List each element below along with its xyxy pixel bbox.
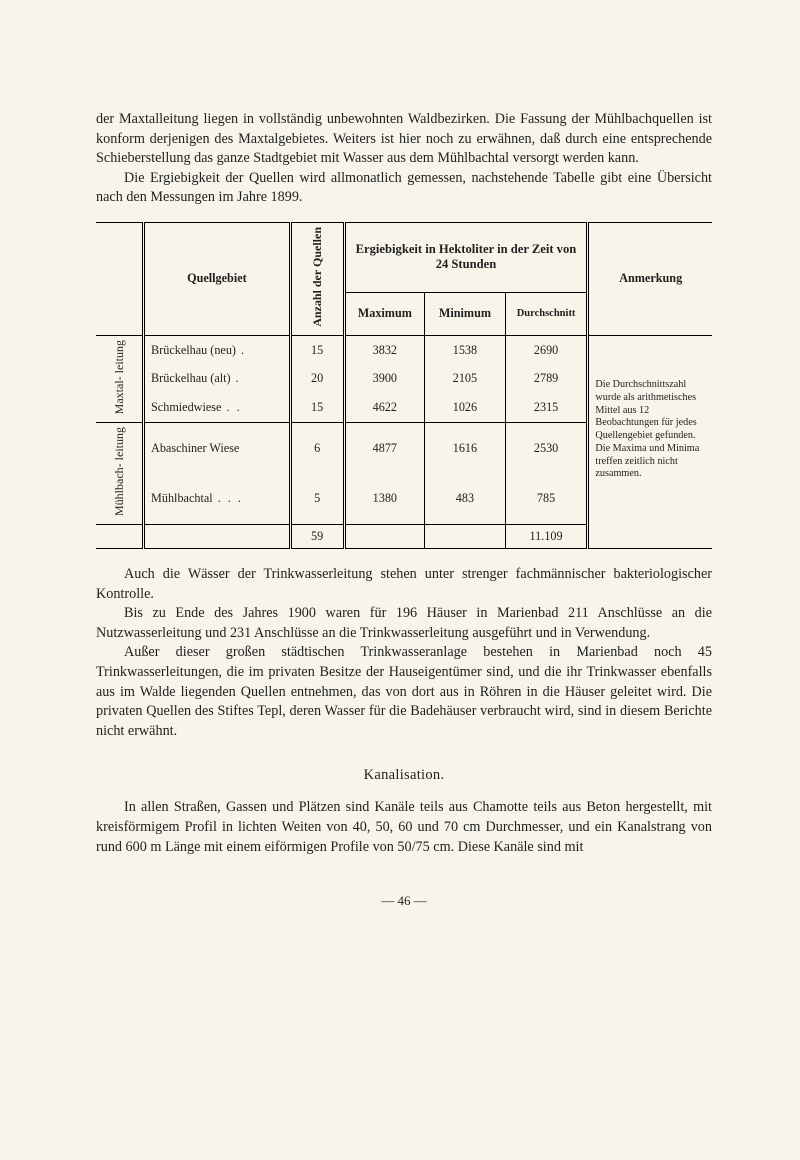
cell-text: Abaschiner Wiese [151,441,239,455]
cell-min: 1538 [425,335,506,364]
cell-n: 5 [290,474,344,525]
quellen-table: Quellgebiet Anzahl der Quellen Ergiebigk… [96,222,712,549]
paragraph: der Maxtalleitung liegen in vollständig … [96,110,712,169]
total-n: 59 [290,525,344,549]
cell-min: 2105 [425,365,506,394]
row-name: Abaschiner Wiese [144,423,291,474]
cell-min: 483 [425,474,506,525]
group-maxtal-label: Maxtal- leitung [112,340,127,414]
cell-n: 6 [290,423,344,474]
th-min: Minimum [425,292,506,335]
cell-max: 1380 [344,474,425,525]
th-anzahl: Anzahl der Quellen [290,222,344,335]
th-max: Maximum [344,292,425,335]
page: der Maxtalleitung liegen in vollständig … [0,0,800,1160]
paragraph: Auch die Wässer der Trinkwasserleitung s… [96,565,712,604]
bottom-block: In allen Straßen, Gassen und Plätzen sin… [96,798,712,857]
cell-text: Mühlbachtal [151,491,213,505]
cell-max: 4877 [344,423,425,474]
cell-n: 15 [290,335,344,364]
row-name: Schmiedwiese [144,393,291,422]
th-anmerkung: Anmerkung [588,222,712,335]
cell-max: 4622 [344,393,425,422]
section-heading: Kanalisation. [96,767,712,784]
group-muehl-label: Mühlbach- leitung [112,427,127,516]
cell-durch: 2690 [505,335,588,364]
th-anzahl-label: Anzahl der Quellen [310,227,325,327]
th-erg-title: Ergiebigkeit in Hektoliter in der Zeit v… [344,222,588,292]
cell-min: 1616 [425,423,506,474]
intro-block: der Maxtalleitung liegen in vollständig … [96,110,712,208]
cell-text: Brückelhau (alt) [151,371,231,385]
cell-max: 3900 [344,365,425,394]
cell-durch: 2530 [505,423,588,474]
paragraph: Bis zu Ende des Jahres 1900 waren für 19… [96,604,712,643]
group-maxtal: Maxtal- leitung [96,335,144,422]
total-durch: 11.109 [505,525,588,549]
cell-text: Schmiedwiese [151,400,221,414]
paragraph: In allen Straßen, Gassen und Plätzen sin… [96,798,712,857]
cell-n: 15 [290,393,344,422]
cell-anmerkung: Die Durchschnitts­zahl wurde als arith­m… [588,335,712,524]
paragraph: Außer dieser großen städtischen Trinkwas… [96,643,712,741]
cell-durch: 2315 [505,393,588,422]
paragraph: Die Ergiebigkeit der Quellen wird allmon… [96,169,712,208]
cell-text: Brückelhau (neu) [151,343,236,357]
cell-durch: 785 [505,474,588,525]
cell-n: 20 [290,365,344,394]
page-number: — 46 — [96,893,712,909]
cell-durch: 2789 [505,365,588,394]
row-name: Brückelhau (neu) [144,335,291,364]
th-quellgebiet: Quellgebiet [144,222,291,335]
group-muehl: Mühlbach- leitung [96,423,144,525]
th-durch: Durchschnitt [505,292,588,335]
row-name: Brückelhau (alt) [144,365,291,394]
mid-block: Auch die Wässer der Trinkwasserleitung s… [96,565,712,741]
cell-max: 3832 [344,335,425,364]
row-name: Mühlbachtal [144,474,291,525]
cell-min: 1026 [425,393,506,422]
